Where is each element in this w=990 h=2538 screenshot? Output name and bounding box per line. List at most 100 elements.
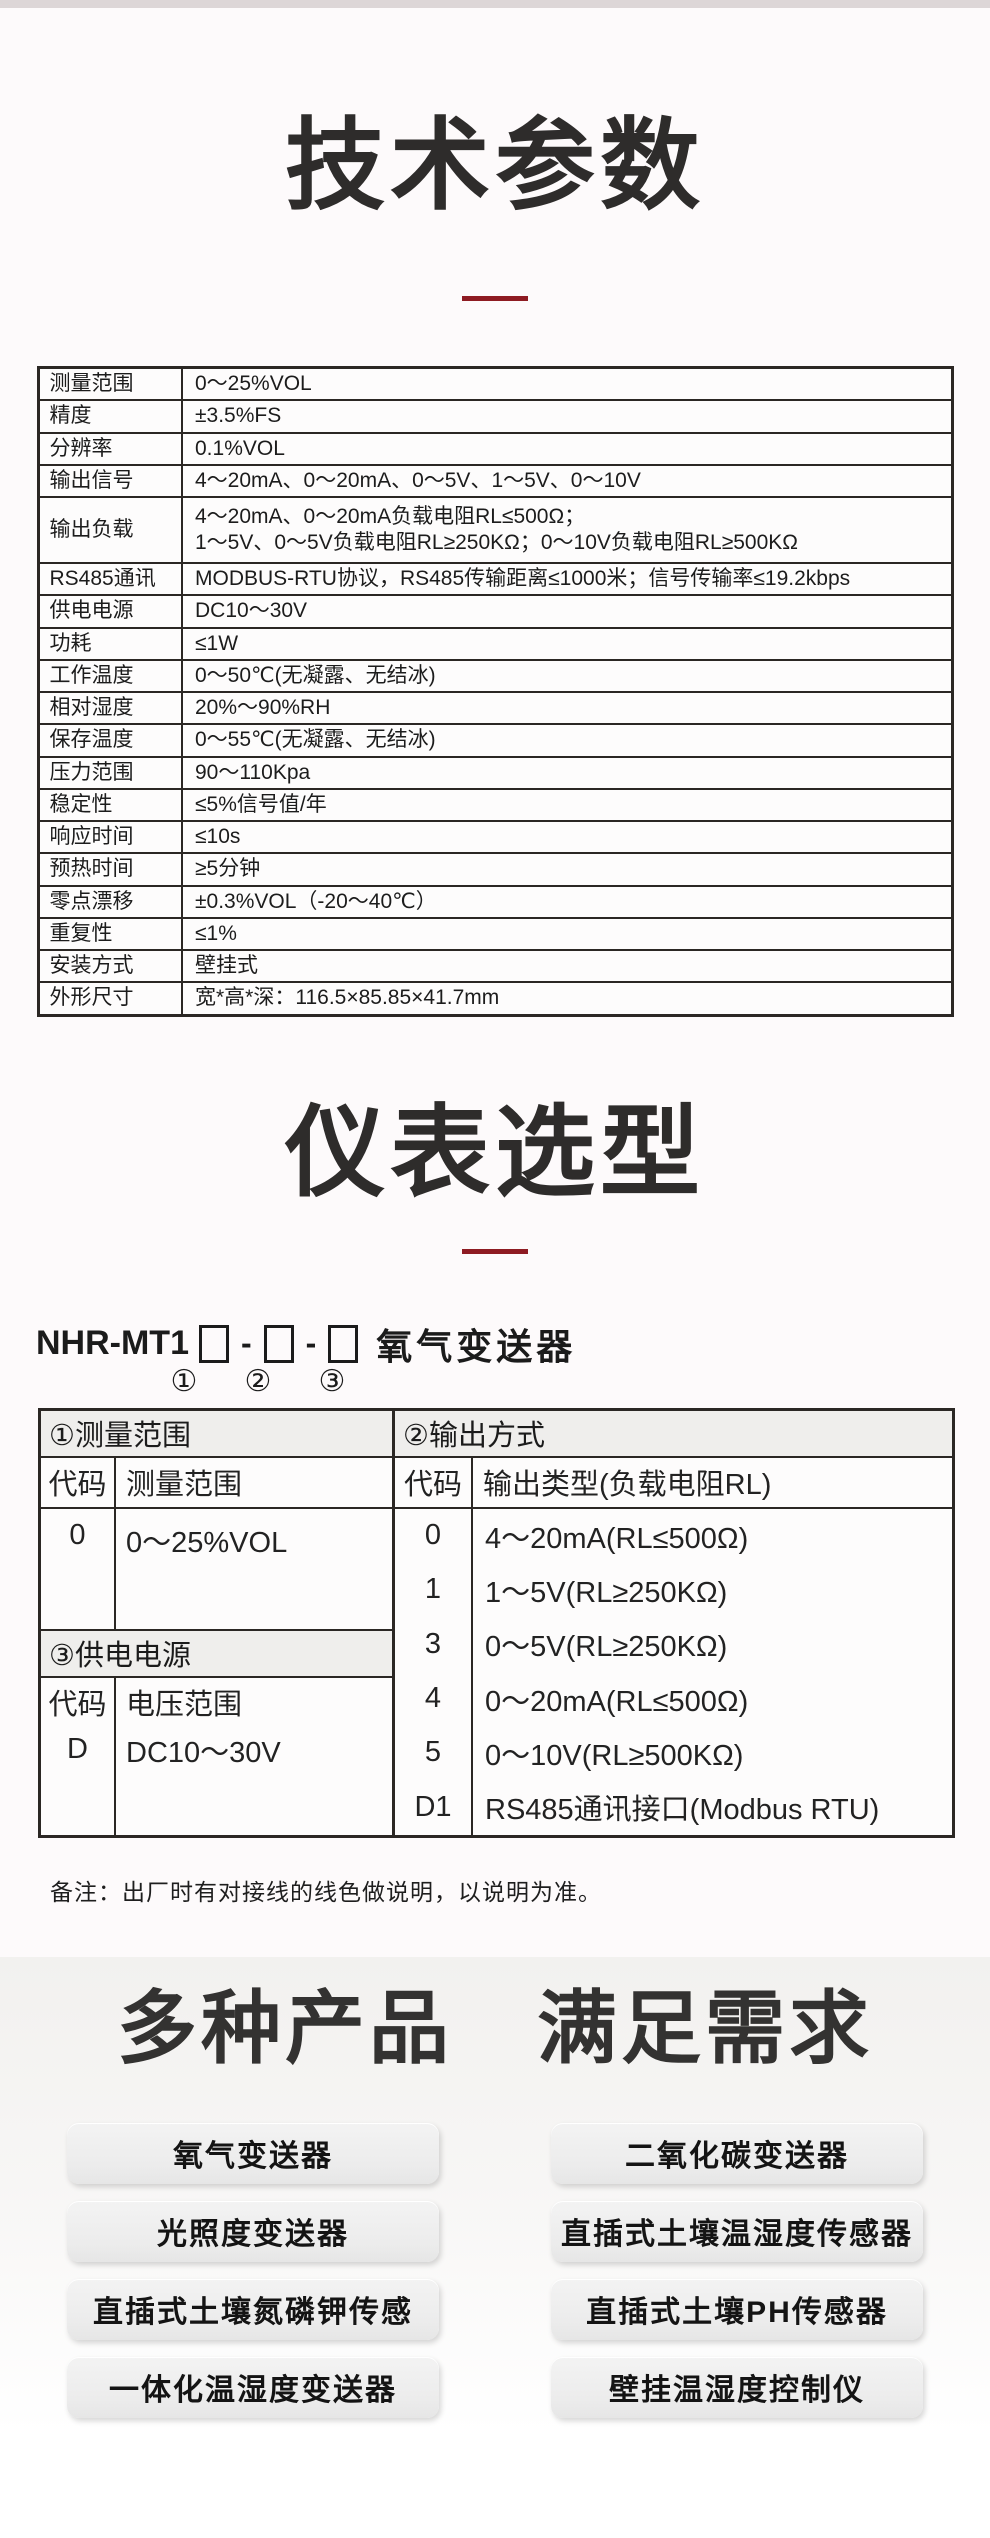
title-divider-dash	[462, 1248, 528, 1254]
model-separator: -	[305, 1325, 317, 1361]
product-button-illuminance-transmitter[interactable]: 光照度变送器	[67, 2200, 439, 2262]
wiring-note: 备注：出厂时有对接线的线色做说明，以说明为准。	[50, 1878, 602, 1905]
measure-range-header: ①测量范围	[41, 1410, 392, 1458]
code-value: 3	[424, 1627, 442, 1660]
product-button-wall-mounted-temp-humidity-controller[interactable]: 壁挂温湿度控制仪	[551, 2356, 923, 2418]
col-header-range: 测量范围	[126, 1469, 243, 1501]
product-button-soil-ph-sensor[interactable]: 直插式土壤PH传感器	[551, 2278, 923, 2340]
model-code-box-1	[198, 1324, 229, 1363]
table-row: 输出信号 4～20mA、0～20mA、0～5V、1～5V、0～10V	[37, 463, 953, 499]
ordering-code-line: NHR-MT1 - - 氧气变送器 ① ② ③	[36, 1318, 990, 1402]
code-value: D1	[414, 1790, 452, 1823]
table-row: 相对湿度 20%～90%RH	[37, 690, 953, 726]
model-code-box-3	[328, 1324, 359, 1363]
table-row: 精度 ±3.5%FS	[37, 399, 953, 434]
spec-label: 保存温度	[37, 723, 183, 758]
spec-value: ±3.5%FS	[181, 399, 953, 434]
product-button-grid: 氧气变送器 二氧化碳变送器 光照度变送器 直插式土壤温湿度传感器 直插式土壤氮磷…	[67, 2122, 923, 2418]
spec-label: 预热时间	[37, 852, 183, 887]
spec-label: 功耗	[37, 626, 183, 661]
spec-value: ±0.3%VOL（-20～40℃）	[181, 884, 953, 919]
col-header-code: 代码	[395, 1457, 473, 1507]
position-marker-1: ①	[170, 1364, 198, 1398]
table-row: 输出负载 4～20mA、0～20mA负载电阻RL≤500Ω； 1～5V、0～5V负…	[37, 496, 953, 564]
spec-value: ≤10s	[181, 819, 953, 855]
title-divider-dash	[462, 296, 528, 301]
spec-value: ≤5%信号值/年	[181, 787, 953, 823]
table-row: 零点漂移 ±0.3%VOL（-20～40℃）	[37, 884, 953, 919]
code-value: D	[67, 1733, 88, 1765]
spec-value: 0～50℃(无凝露、无结冰)	[181, 658, 953, 694]
spec-label: 分辨率	[37, 431, 183, 466]
table-row: RS485通讯 MODBUS-RTU协议，RS485传输距离≤1000米；信号传输…	[37, 561, 953, 597]
model-separator: -	[240, 1325, 252, 1361]
code-value: 0	[41, 1508, 116, 1629]
spec-value: 20%～90%RH	[181, 690, 953, 726]
selection-table-left-column: ①测量范围 代码 测量范围 0 0～25%VOL ③供电电源 代码 D 电压范围…	[41, 1410, 395, 1835]
spec-value: 宽*高*深：116.5×85.85×41.7mm	[181, 981, 953, 1016]
spec-value: DC10～30V	[181, 594, 953, 629]
spec-value: 4～20mA、0～20mA负载电阻RL≤500Ω； 1～5V、0～5V负载电阻R…	[181, 496, 953, 564]
table-row: 功耗 ≤1W	[37, 626, 953, 661]
model-prefix: NHR-MT1	[36, 1324, 189, 1362]
model-product-name: 氧气变送器	[376, 1325, 577, 1367]
product-button-oxygen-transmitter[interactable]: 氧气变送器	[67, 2122, 439, 2184]
output-mode-col-headers: 代码 输出类型(负载电阻RL)	[395, 1457, 952, 1509]
spec-label: 安装方式	[37, 948, 183, 984]
output-mode-header: ②输出方式	[395, 1410, 952, 1458]
table-row: 保存温度 0～55℃(无凝露、无结冰)	[37, 723, 953, 758]
spec-value: 0～55℃(无凝露、无结冰)	[181, 723, 953, 758]
code-value: 5	[424, 1736, 442, 1769]
col-header-voltage: 电压范围	[126, 1688, 243, 1721]
products-title: 多种产品 满足需求	[0, 1983, 990, 2073]
output-type-value: 0～20mA(RL≤500Ω)	[485, 1685, 749, 1718]
table-row: 测量范围 0～25%VOL	[37, 366, 953, 402]
spec-value: 0.1%VOL	[181, 431, 953, 466]
spec-label: 外形尺寸	[37, 981, 183, 1016]
spec-value: 90～110Kpa	[181, 755, 953, 790]
product-button-integrated-temp-humidity-transmitter[interactable]: 一体化温湿度变送器	[67, 2356, 439, 2418]
table-row: 响应时间 ≤10s	[37, 819, 953, 855]
table-row: 工作温度 0～50℃(无凝露、无结冰)	[37, 658, 953, 694]
col-header-output-type: 输出类型(负载电阻RL)	[483, 1469, 772, 1501]
col-header-code: 代码	[48, 1688, 107, 1721]
spec-value: MODBUS-RTU协议，RS485传输距离≤1000米；信号传输率≤19.2k…	[181, 561, 953, 597]
product-button-co2-transmitter[interactable]: 二氧化碳变送器	[551, 2122, 923, 2184]
top-accent-bar	[0, 0, 990, 8]
output-mode-rows: 0 1 3 4 5 D1 4～20mA(RL≤500Ω) 1～5V(RL≥250…	[395, 1508, 952, 1835]
code-value: 0	[424, 1519, 442, 1552]
selection-table-right-column: ②输出方式 代码 输出类型(负载电阻RL) 0 1 3 4 5 D1 4～20m…	[395, 1410, 952, 1835]
table-row: 重复性 ≤1%	[37, 916, 953, 952]
output-type-value: RS485通讯接口(Modbus RTU)	[485, 1794, 880, 1827]
power-supply-header: ③供电电源	[41, 1630, 392, 1678]
spec-table: 测量范围 0～25%VOL 精度 ±3.5%FS 分辨率 0.1%VOL 输出信号 4～…	[36, 366, 954, 1017]
position-marker-3: ③	[318, 1364, 346, 1398]
spec-value: 0～25%VOL	[181, 366, 953, 402]
upper-section: 技术参数 测量范围 0～25%VOL 精度 ±3.5%FS 分辨率 0.1%VOL 输…	[0, 8, 990, 1957]
tech-params-title: 技术参数	[285, 110, 705, 222]
table-row: 稳定性 ≤5%信号值/年	[37, 787, 953, 823]
table-row: 压力范围 90～110Kpa	[37, 755, 953, 790]
code-value: 1	[424, 1573, 442, 1606]
output-type-value: 0～10V(RL≥500KΩ)	[485, 1739, 744, 1772]
spec-label: 输出负载	[37, 496, 183, 564]
products-title-left: 多种产品	[117, 1983, 453, 2073]
code-value: 4	[424, 1682, 442, 1715]
output-type-value: 4～20mA(RL≤500Ω)	[485, 1522, 749, 1555]
spec-label: 压力范围	[37, 755, 183, 790]
spec-label: 供电电源	[37, 594, 183, 629]
spec-label: 零点漂移	[37, 884, 183, 919]
product-button-soil-temp-humidity-sensor[interactable]: 直插式土壤温湿度传感器	[551, 2200, 923, 2262]
table-row: 供电电源 DC10～30V	[37, 594, 953, 629]
spec-label: 精度	[37, 399, 183, 434]
spec-label: 重复性	[37, 916, 183, 952]
col-header-code: 代码	[41, 1457, 116, 1507]
spec-label: 测量范围	[37, 366, 183, 402]
table-row: 预热时间 ≥5分钟	[37, 852, 953, 887]
spec-value: ≤1%	[181, 916, 953, 952]
power-supply-subtable: 代码 D 电压范围 DC10～30V	[41, 1677, 392, 1835]
product-button-soil-npk-sensor[interactable]: 直插式土壤氮磷钾传感	[67, 2278, 439, 2340]
spec-label: 响应时间	[37, 819, 183, 855]
spec-value: 4～20mA、0～20mA、0～5V、1～5V、0～10V	[181, 463, 953, 499]
products-title-right: 满足需求	[537, 1983, 873, 2073]
